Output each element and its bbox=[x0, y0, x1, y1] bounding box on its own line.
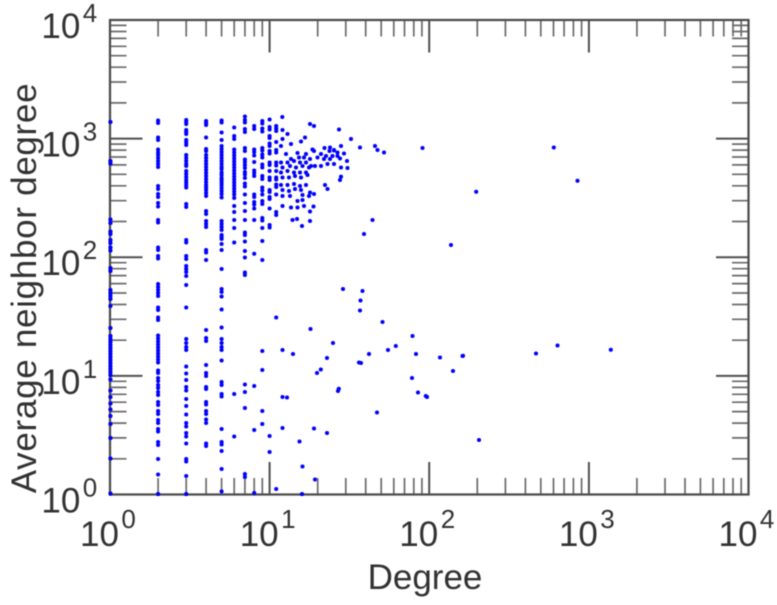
svg-text:10: 10 bbox=[559, 515, 598, 554]
svg-text:Degree: Degree bbox=[368, 558, 483, 597]
svg-text:0: 0 bbox=[121, 504, 135, 534]
svg-text:2: 2 bbox=[441, 504, 455, 534]
svg-text:0: 0 bbox=[83, 473, 97, 503]
svg-text:4: 4 bbox=[83, 0, 97, 28]
svg-text:Average neighbor degree: Average neighbor degree bbox=[5, 83, 44, 493]
svg-text:10: 10 bbox=[80, 515, 119, 554]
svg-text:4: 4 bbox=[760, 504, 774, 534]
svg-text:10: 10 bbox=[41, 7, 80, 46]
svg-text:2: 2 bbox=[83, 235, 97, 265]
svg-text:10: 10 bbox=[719, 515, 758, 554]
svg-text:3: 3 bbox=[83, 117, 97, 147]
svg-text:10: 10 bbox=[41, 126, 80, 165]
svg-text:1: 1 bbox=[281, 504, 295, 534]
svg-text:10: 10 bbox=[240, 515, 279, 554]
svg-text:3: 3 bbox=[600, 504, 614, 534]
svg-text:10: 10 bbox=[41, 363, 80, 402]
svg-text:10: 10 bbox=[41, 482, 80, 521]
svg-text:1: 1 bbox=[83, 354, 97, 384]
svg-text:10: 10 bbox=[399, 515, 438, 554]
svg-text:10: 10 bbox=[41, 244, 80, 283]
